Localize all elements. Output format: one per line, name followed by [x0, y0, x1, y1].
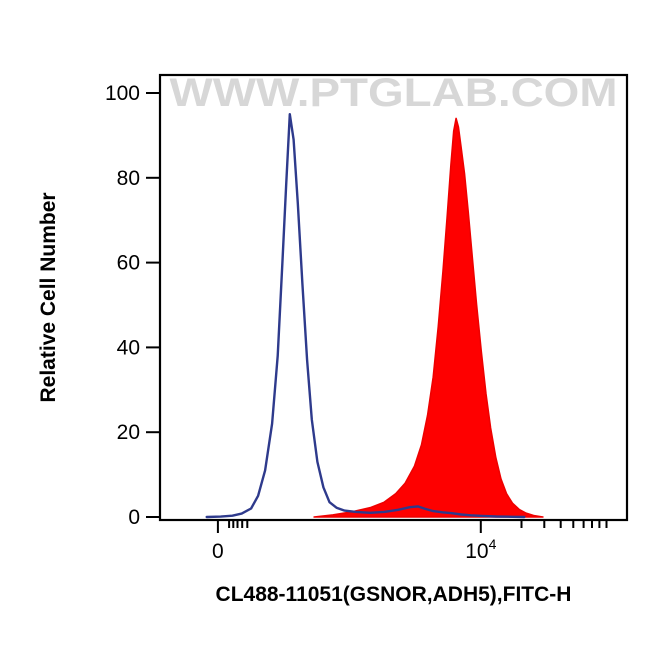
plot-frame: [158, 73, 629, 522]
x-axis-label: CL488-11051(GSNOR,ADH5),FITC-H: [216, 583, 572, 606]
y-tick-label: 80: [117, 167, 140, 190]
y-axis-label: Relative Cell Number: [37, 192, 60, 402]
open-histogram-curve: [205, 113, 526, 519]
axis-tick-labels-layer: 0 20 40 60 80 100 0 104: [105, 82, 497, 563]
watermark-text: WWW.PTGLAB.COM: [170, 71, 618, 115]
histogram-series-layer: [205, 113, 544, 519]
y-tick-label: 20: [117, 421, 140, 444]
axis-ticks-layer: [146, 92, 608, 533]
filled-histogram-curve: [313, 117, 544, 518]
x-tick-exponent: 4: [489, 536, 497, 552]
x-tick-label: 0: [212, 540, 224, 563]
y-tick-label: 40: [117, 336, 140, 359]
x-tick-label: 104: [465, 536, 496, 563]
y-tick-label: 0: [128, 506, 140, 529]
y-tick-label: 60: [117, 252, 140, 275]
y-tick-label: 100: [105, 82, 140, 105]
